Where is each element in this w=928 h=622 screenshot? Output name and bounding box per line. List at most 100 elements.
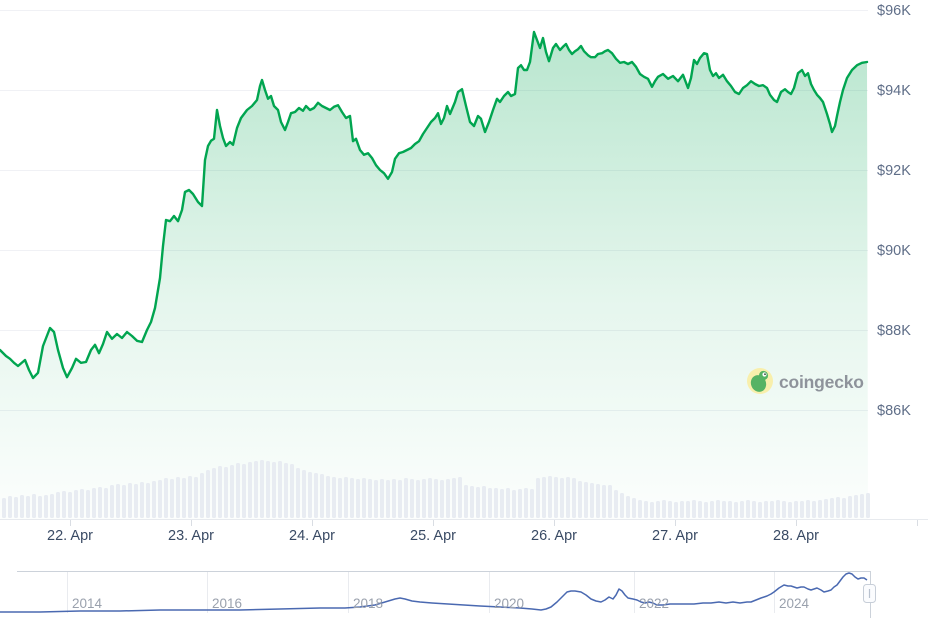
volume-bar bbox=[548, 476, 552, 518]
range-navigator[interactable]: 2014 2016 2018 2020 2022 2024 bbox=[0, 571, 876, 618]
volume-bar bbox=[338, 478, 342, 518]
volume-bar bbox=[224, 467, 228, 518]
x-axis-label: 24. Apr bbox=[289, 528, 335, 544]
volume-bar bbox=[524, 488, 528, 518]
volume-bar bbox=[242, 464, 246, 518]
volume-bar bbox=[458, 477, 462, 518]
volume-bar bbox=[542, 477, 546, 518]
volume-bar bbox=[674, 502, 678, 518]
navigator-year-label: 2024 bbox=[779, 596, 810, 611]
navigator-year-labels: 2014 2016 2018 2020 2022 2024 bbox=[72, 596, 810, 611]
volume-bar bbox=[314, 473, 318, 518]
volume-bar bbox=[68, 492, 72, 518]
volume-bar bbox=[560, 478, 564, 518]
volume-bar bbox=[164, 478, 168, 518]
volume-bar bbox=[302, 470, 306, 518]
navigator-year-label: 2014 bbox=[72, 596, 103, 611]
volume-bar bbox=[512, 490, 516, 518]
volume-bar bbox=[386, 480, 390, 518]
volume-bar bbox=[140, 482, 144, 518]
volume-bar bbox=[530, 489, 534, 518]
volume-bar bbox=[692, 500, 696, 518]
volume-bar bbox=[782, 501, 786, 518]
volume-bar bbox=[284, 463, 288, 518]
volume-bar bbox=[848, 496, 852, 518]
coingecko-wordmark: coingecko bbox=[779, 372, 864, 392]
volume-bar bbox=[146, 483, 150, 518]
volume-bar bbox=[422, 479, 426, 518]
volume-bar bbox=[32, 494, 36, 518]
volume-bar bbox=[380, 479, 384, 518]
volume-bar bbox=[830, 498, 834, 518]
volume-bar bbox=[278, 461, 282, 518]
volume-bar bbox=[188, 476, 192, 518]
y-axis-label: $90K bbox=[877, 243, 911, 259]
volume-bar bbox=[728, 501, 732, 518]
price-area-series[interactable] bbox=[0, 30, 869, 519]
volume-bar bbox=[710, 501, 714, 518]
x-axis-label: 25. Apr bbox=[410, 528, 456, 544]
y-axis-label: $96K bbox=[877, 3, 911, 19]
volume-bar bbox=[818, 500, 822, 518]
volume-bar bbox=[296, 468, 300, 518]
volume-bar bbox=[110, 485, 114, 518]
volume-bar bbox=[134, 484, 138, 518]
y-axis-label: $88K bbox=[877, 323, 911, 339]
coingecko-watermark[interactable]: coingecko bbox=[747, 368, 864, 394]
volume-bar bbox=[260, 460, 264, 518]
volume-bar bbox=[8, 496, 12, 518]
navigator-line bbox=[0, 572, 868, 613]
y-axis-label: $86K bbox=[877, 403, 911, 419]
volume-bar bbox=[374, 480, 378, 518]
volume-bar bbox=[440, 480, 444, 518]
x-axis-label: 26. Apr bbox=[531, 528, 577, 544]
volume-bar bbox=[698, 501, 702, 518]
coingecko-logo-icon bbox=[747, 368, 773, 394]
volume-bar bbox=[860, 494, 864, 518]
volume-bar bbox=[92, 488, 96, 518]
volume-bar bbox=[536, 478, 540, 518]
volume-series[interactable] bbox=[2, 460, 870, 518]
volume-bar bbox=[590, 483, 594, 518]
volume-bar bbox=[80, 489, 84, 518]
volume-bar bbox=[128, 483, 132, 518]
volume-bar bbox=[254, 461, 258, 518]
volume-bar bbox=[350, 478, 354, 518]
volume-bar bbox=[404, 478, 408, 518]
volume-bar bbox=[638, 500, 642, 518]
volume-bar bbox=[500, 489, 504, 518]
volume-bar bbox=[620, 493, 624, 518]
volume-bar bbox=[212, 468, 216, 518]
volume-bar bbox=[368, 479, 372, 518]
navigator-series[interactable] bbox=[0, 572, 868, 613]
volume-bar bbox=[14, 497, 18, 518]
volume-bar bbox=[488, 488, 492, 518]
volume-bar bbox=[794, 501, 798, 518]
volume-bar bbox=[26, 496, 30, 518]
volume-bar bbox=[200, 473, 204, 518]
volume-bar bbox=[740, 501, 744, 518]
volume-bar bbox=[806, 500, 810, 518]
volume-bar bbox=[176, 477, 180, 518]
volume-bar bbox=[686, 501, 690, 518]
price-area-fill bbox=[0, 32, 868, 519]
volume-bar bbox=[452, 478, 456, 518]
volume-bar bbox=[326, 476, 330, 518]
volume-bar bbox=[248, 462, 252, 518]
volume-bar bbox=[2, 498, 6, 518]
volume-bar bbox=[758, 502, 762, 518]
volume-bar bbox=[812, 501, 816, 518]
volume-bar bbox=[320, 474, 324, 518]
price-line[interactable] bbox=[0, 30, 869, 380]
navigator-handle[interactable] bbox=[863, 584, 876, 603]
volume-bar bbox=[788, 502, 792, 518]
volume-bar bbox=[476, 487, 480, 518]
volume-bar bbox=[464, 485, 468, 518]
volume-bar bbox=[554, 477, 558, 518]
volume-bar bbox=[56, 492, 60, 518]
volume-bar bbox=[494, 488, 498, 518]
x-axis-label: 23. Apr bbox=[168, 528, 214, 544]
volume-bar bbox=[236, 463, 240, 518]
